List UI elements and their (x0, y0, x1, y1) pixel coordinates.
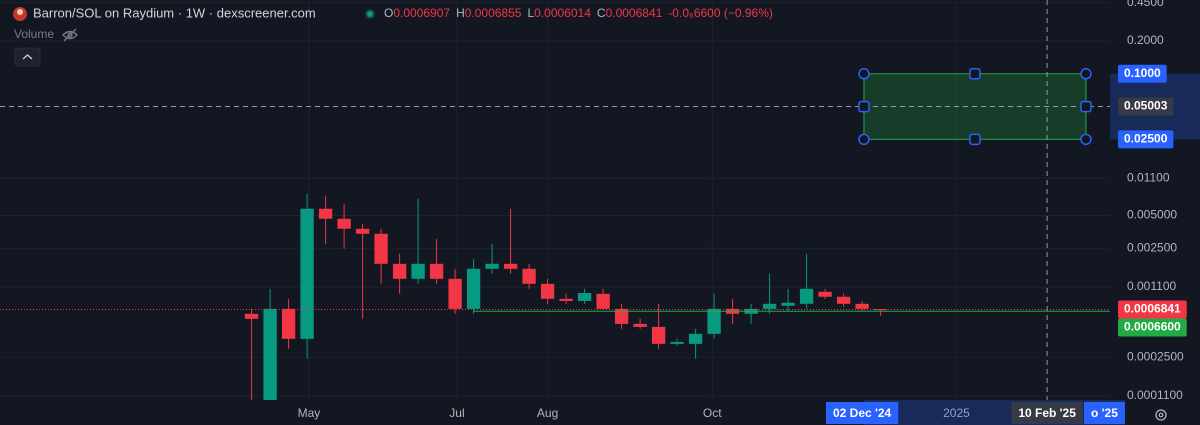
range-handle (858, 133, 870, 146)
grid (0, 0, 1110, 400)
time-label: o '25 (1091, 406, 1118, 420)
price-label: 0.0006600 (1124, 320, 1181, 334)
price-label: 0.0006841 (1124, 302, 1181, 316)
candle-body (799, 288, 814, 304)
candle-body (540, 283, 555, 299)
candle-body (651, 326, 666, 344)
candle-body (577, 293, 592, 301)
price-label-bg (1118, 97, 1174, 116)
candle-body (244, 313, 259, 319)
candle-body (818, 291, 832, 297)
candle-body (318, 208, 333, 219)
price-label: 0.02500 (1124, 132, 1168, 146)
time-label: 02 Dec '24 (833, 406, 892, 420)
candle-body (559, 298, 573, 301)
ohlc-value: 0.0006841 (606, 6, 663, 20)
x-tick-label: Oct (703, 406, 722, 420)
candle-body (522, 268, 536, 284)
ohlc: O0.0006907 H0.0006855 L0.0006014 C0.0006841… (384, 6, 773, 20)
y-tick-label: 0.001100 (1127, 279, 1176, 293)
candle-body (355, 228, 370, 234)
y-tick-label: 0.005000 (1127, 208, 1177, 222)
status-dot (367, 11, 373, 17)
range-handle (1080, 133, 1092, 146)
candle-body (503, 263, 518, 269)
time-label-bg (1011, 402, 1083, 424)
candle-body (596, 293, 610, 309)
axes: 0.4500 0.2000 0.01100 0.005000 0.002500 0.001… (298, 0, 1200, 425)
ohlc-key: L (527, 6, 534, 20)
y-tick-label: 0.002500 (1127, 240, 1177, 254)
legend-header: Barron/SOL on Raydium · 1W · dexscreener… (13, 5, 773, 67)
volume-label[interactable]: Volume (14, 27, 54, 41)
y-tick-label: 0.0002500 (1127, 349, 1184, 363)
candle-body (448, 278, 462, 309)
time-label-bg (1084, 402, 1125, 424)
y-tick-label: 0.2000 (1127, 33, 1164, 47)
candle-body (466, 268, 481, 309)
eye-off-icon[interactable] (62, 28, 78, 42)
collapse-icon (22, 54, 33, 60)
candle-body (873, 309, 888, 311)
candle-body (633, 323, 647, 327)
candle-body (411, 263, 425, 279)
candle-body (762, 303, 777, 309)
price-label-bg (1118, 130, 1174, 149)
ohlc-key: C (597, 6, 606, 20)
candle-body (374, 233, 388, 264)
ohlc-value: 0.0006014 (534, 6, 591, 20)
plot-area (0, 0, 1110, 400)
collapse-button[interactable] (14, 47, 41, 67)
symbol-title: Barron/SOL on Raydium · 1W · dexscreener… (33, 5, 316, 20)
range-handle (858, 68, 870, 80)
time-label: 10 Feb '25 (1018, 406, 1076, 420)
candle-body (485, 263, 499, 269)
candle-body (670, 341, 684, 344)
ohlc-value: 0.0006907 (393, 6, 450, 20)
range-handle (1080, 100, 1092, 113)
price-label: 0.05003 (1124, 99, 1168, 113)
ohlc-value: 0.0006855 (465, 6, 522, 20)
x-tick-label: 2025 (943, 406, 970, 420)
y-tick-label: 0.4500 (1127, 0, 1164, 9)
candle-body (707, 308, 721, 334)
candle-body (263, 308, 277, 400)
candle-body (337, 218, 351, 229)
candle-body (614, 308, 629, 324)
range-handle (1080, 68, 1092, 80)
candle-body (281, 308, 296, 339)
range-handle (858, 100, 870, 113)
change: -0.0₆6600 (−0.96%) (668, 6, 773, 20)
price-label-bg (1118, 318, 1187, 337)
y-tick-label: 0.01100 (1127, 170, 1170, 184)
price-label: 0.1000 (1124, 66, 1161, 80)
ohlc-key: O (384, 6, 393, 20)
range-handle (969, 68, 981, 80)
time-label-bg (825, 402, 899, 424)
price-label-bg (1118, 64, 1167, 83)
settings-icon[interactable] (1155, 409, 1167, 421)
x-tick-label: Jul (449, 406, 464, 420)
price-label-bg (1118, 300, 1187, 319)
ohlc-key: H (456, 6, 465, 20)
y-tick-label: 0.0001100 (1127, 388, 1183, 402)
candle-body (300, 208, 314, 339)
x-tick-label: Aug (537, 406, 558, 420)
candle-body (855, 303, 869, 309)
candle-body (429, 263, 444, 279)
x-tick-label: May (298, 406, 321, 420)
candle-body (836, 296, 851, 304)
candle-body (392, 263, 407, 279)
candle-body (688, 333, 703, 344)
range-handle (969, 133, 981, 146)
symbol-icon-face (17, 9, 23, 15)
candle-body (781, 302, 795, 306)
